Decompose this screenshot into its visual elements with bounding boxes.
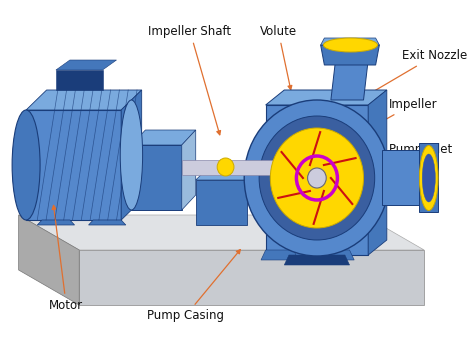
Polygon shape [26,90,142,110]
Circle shape [308,168,326,188]
Polygon shape [89,220,126,225]
Text: Pump Casing: Pump Casing [147,249,240,322]
Text: Exit Nozzle: Exit Nozzle [362,49,467,99]
Polygon shape [18,215,424,250]
Polygon shape [182,130,196,210]
Polygon shape [317,250,354,260]
Polygon shape [196,180,247,225]
Circle shape [244,100,390,256]
Ellipse shape [120,100,143,210]
Ellipse shape [419,145,438,211]
Text: Impeller Shaft: Impeller Shaft [148,25,231,135]
Text: Pump Inlet: Pump Inlet [371,143,452,163]
Polygon shape [261,250,298,260]
Polygon shape [121,90,142,220]
Polygon shape [284,255,349,265]
Polygon shape [131,145,182,210]
Text: Impeller: Impeller [348,98,438,140]
Polygon shape [382,150,424,205]
Circle shape [259,116,375,240]
Polygon shape [196,168,259,180]
Polygon shape [56,70,102,90]
Polygon shape [56,60,117,70]
Polygon shape [131,130,196,145]
Text: Volute: Volute [260,25,297,90]
Polygon shape [265,105,368,255]
Polygon shape [182,160,298,175]
Polygon shape [419,143,438,212]
Polygon shape [320,45,379,65]
Polygon shape [18,215,79,305]
Polygon shape [265,90,387,105]
Ellipse shape [323,38,377,52]
Circle shape [270,128,364,228]
Text: Motor: Motor [49,205,83,312]
Polygon shape [37,220,74,225]
Ellipse shape [422,154,435,202]
Ellipse shape [12,110,40,220]
Circle shape [217,158,234,176]
Polygon shape [331,60,368,100]
Polygon shape [368,90,387,255]
Polygon shape [26,110,121,220]
Polygon shape [79,250,424,305]
Polygon shape [320,38,379,45]
